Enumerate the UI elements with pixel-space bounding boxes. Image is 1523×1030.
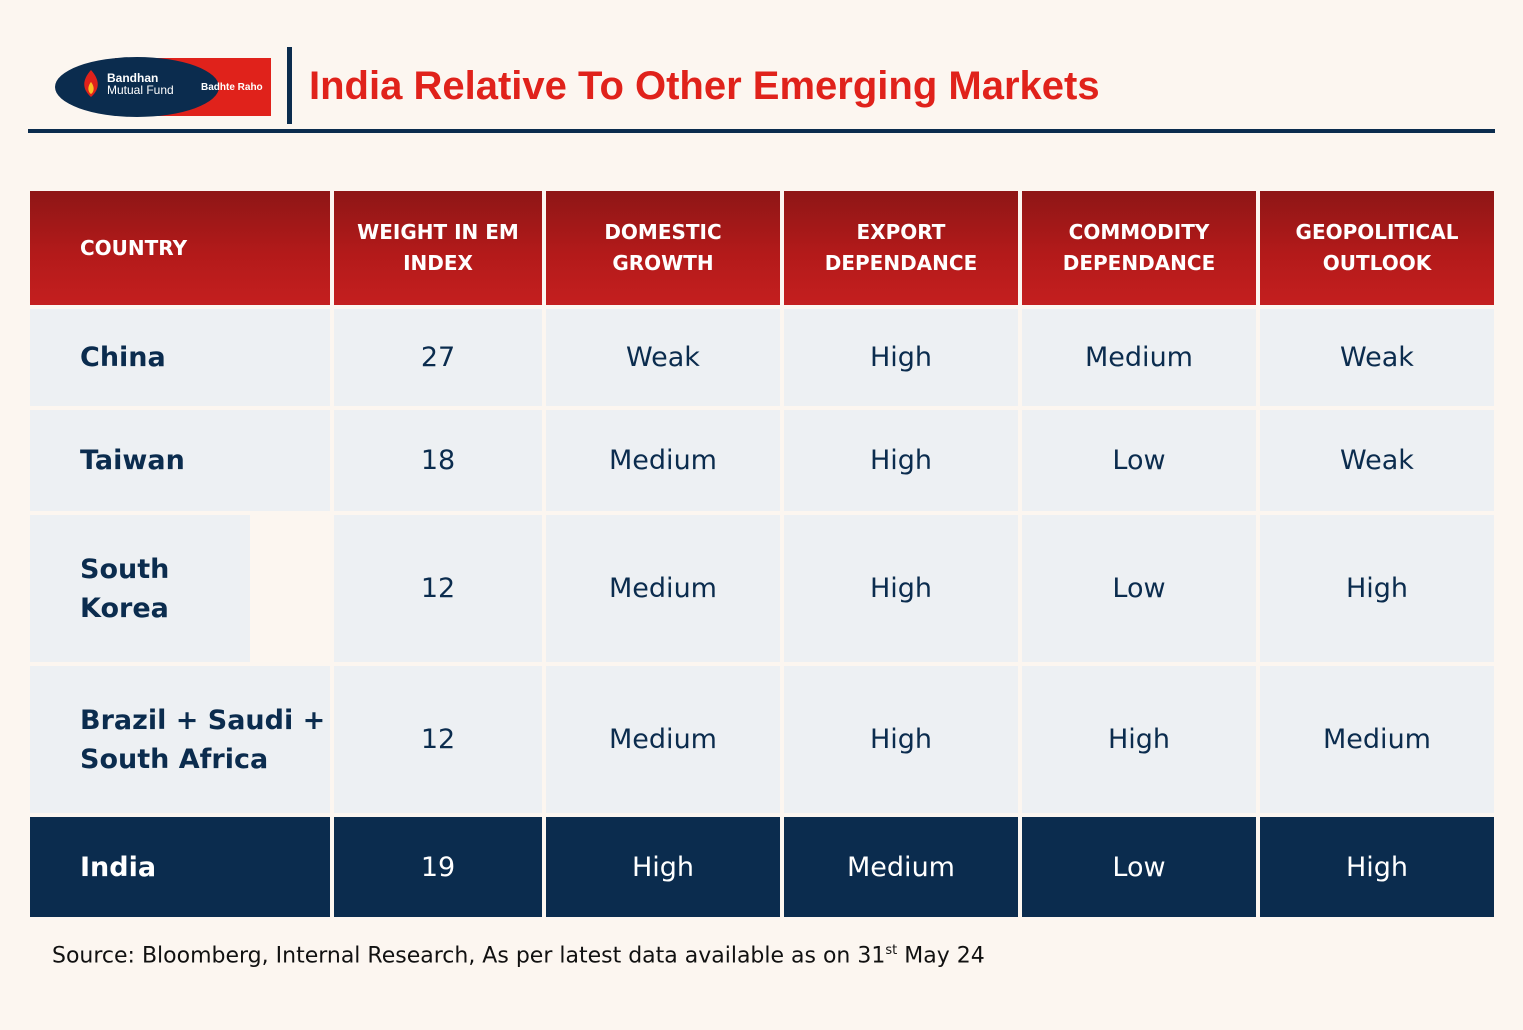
row-china-export-dependance: High: [784, 309, 1018, 406]
row-taiwan-export-dependance: High: [784, 410, 1018, 511]
page-title: India Relative To Other Emerging Markets: [309, 64, 1100, 108]
logo-tagline: Badhte Raho: [201, 82, 263, 93]
header-geopolitical-outlook: GEOPOLITICAL OUTLOOK: [1260, 191, 1494, 305]
row-taiwan-weight: 18: [334, 410, 542, 511]
header-rule: [28, 129, 1495, 133]
header-export-dependance: EXPORT DEPENDANCE: [784, 191, 1018, 305]
row-india-weight: 19: [334, 817, 542, 917]
header-country: COUNTRY: [30, 191, 330, 305]
row-south-korea-weight: 12: [334, 515, 542, 662]
row-india-country: India: [30, 817, 330, 917]
row-taiwan-country: Taiwan: [30, 410, 330, 511]
row-brazil-saudi-south-africa-country: Brazil + Saudi + South Africa: [30, 666, 330, 813]
header-weight: WEIGHT IN EM INDEX: [334, 191, 542, 305]
row-brazil-saudi-south-africa-geopolitical-outlook: Medium: [1260, 666, 1494, 813]
source-note: Source: Bloomberg, Internal Research, As…: [52, 934, 985, 973]
row-south-korea-export-dependance: High: [784, 515, 1018, 662]
comparison-table: COUNTRY WEIGHT IN EM INDEX DOMESTIC GROW…: [30, 191, 1494, 917]
source-date: May 24: [897, 943, 985, 969]
row-china-country: China: [30, 309, 330, 406]
bandhan-logo: Bandhan Mutual Fund Badhte Raho: [55, 56, 271, 118]
row-india-commodity-dependance: Low: [1022, 817, 1256, 917]
row-india-export-dependance: Medium: [784, 817, 1018, 917]
source-text: Source: Bloomberg, Internal Research, As…: [52, 943, 886, 969]
row-taiwan-commodity-dependance: Low: [1022, 410, 1256, 511]
row-south-korea-geopolitical-outlook: High: [1260, 515, 1494, 662]
logo-brand-subtitle: Mutual Fund: [107, 83, 174, 97]
row-south-korea-domestic-growth: Medium: [546, 515, 780, 662]
row-taiwan-geopolitical-outlook: Weak: [1260, 410, 1494, 511]
row-south-korea-country: South Korea: [30, 515, 250, 662]
source-superscript: st: [885, 943, 898, 958]
row-brazil-saudi-south-africa-commodity-dependance: High: [1022, 666, 1256, 813]
header-domestic-growth: DOMESTIC GROWTH: [546, 191, 780, 305]
row-taiwan-domestic-growth: Medium: [546, 410, 780, 511]
row-south-korea-commodity-dependance: Low: [1022, 515, 1256, 662]
title-divider: [287, 47, 292, 124]
row-china-weight: 27: [334, 309, 542, 406]
row-india-geopolitical-outlook: High: [1260, 817, 1494, 917]
logo-brand-name: Bandhan: [107, 71, 159, 85]
row-india-domestic-growth: High: [546, 817, 780, 917]
row-china-commodity-dependance: Medium: [1022, 309, 1256, 406]
row-brazil-saudi-south-africa-domestic-growth: Medium: [546, 666, 780, 813]
row-brazil-saudi-south-africa-export-dependance: High: [784, 666, 1018, 813]
row-china-domestic-growth: Weak: [546, 309, 780, 406]
header-commodity-dependance: COMMODITY DEPENDANCE: [1022, 191, 1256, 305]
row-brazil-saudi-south-africa-weight: 12: [334, 666, 542, 813]
row-china-geopolitical-outlook: Weak: [1260, 309, 1494, 406]
